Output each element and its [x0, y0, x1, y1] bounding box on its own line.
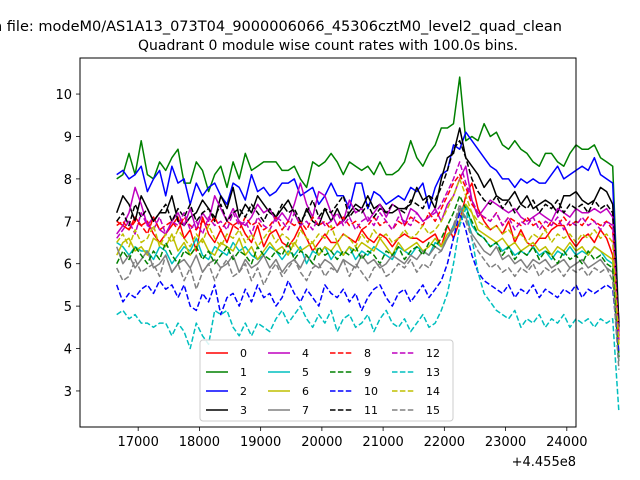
legend-label-15: 15 [426, 404, 440, 417]
series-line-14 [116, 178, 620, 345]
series-lines [115, 76, 620, 413]
series-line-11 [116, 139, 620, 328]
legend-label-10: 10 [364, 385, 378, 398]
series-line-1 [116, 76, 620, 328]
legend-label-0: 0 [240, 347, 247, 360]
series-line-13 [116, 207, 620, 413]
legend-label-7: 7 [302, 404, 309, 417]
y-tick-label: 7 [64, 215, 72, 230]
legend-label-3: 3 [240, 404, 247, 417]
x-tick-label: 21000 [362, 435, 403, 450]
legend-label-6: 6 [302, 385, 309, 398]
series-line-9 [116, 195, 620, 358]
y-tick-label: 8 [64, 173, 72, 188]
x-tick-label: 22000 [424, 435, 465, 450]
series-line-6 [116, 203, 620, 353]
plot-area: 17000 18000 19000 20000 21000 22000 23000 24000… [55, 57, 620, 450]
y-tick-label: 9 [64, 130, 72, 145]
legend-label-13: 13 [426, 366, 440, 379]
axes-frame [79, 57, 577, 428]
legend-label-8: 8 [364, 347, 371, 360]
series-line-4 [116, 165, 620, 336]
figure-suptitle: n file: modeM0/AS1A13_073T04_9000006066_… [0, 19, 562, 35]
y-tick-label: 5 [64, 300, 72, 315]
legend-label-14: 14 [426, 385, 440, 398]
x-tick-label: 17000 [117, 435, 158, 450]
series-line-12 [116, 161, 620, 341]
legend-label-9: 9 [364, 366, 371, 379]
y-tick-label: 4 [64, 343, 72, 358]
legend-label-11: 11 [364, 404, 378, 417]
x-axis-offset-label: +4.455e8 [512, 455, 576, 470]
legend-label-12: 12 [426, 347, 440, 360]
legend-frame [199, 339, 454, 422]
series-line-7 [115, 207, 620, 362]
series-line-3 [115, 127, 620, 324]
legend-label-5: 5 [302, 366, 309, 379]
y-tick-label: 3 [64, 385, 72, 400]
x-tick-label: 19000 [240, 435, 281, 450]
chart-title: Quadrant 0 module wise count rates with … [138, 38, 518, 54]
legend-label-2: 2 [240, 385, 247, 398]
x-tick-label: 18000 [179, 435, 220, 450]
legend-label-4: 4 [302, 347, 309, 360]
x-axis-ticks: 17000 18000 19000 20000 21000 22000 23000 24000 [117, 427, 587, 450]
x-tick-label: 24000 [546, 435, 587, 450]
x-tick-label: 23000 [485, 435, 526, 450]
y-tick-label: 6 [64, 258, 72, 273]
series-line-15 [116, 203, 620, 370]
series-line-8 [116, 173, 620, 336]
series-line-2 [116, 131, 620, 332]
y-axis-ticks: 3 4 5 6 7 8 9 10 [55, 88, 80, 400]
series-line-10 [115, 212, 620, 353]
y-tick-label: 10 [55, 88, 72, 103]
x-tick-label: 20000 [301, 435, 342, 450]
legend-label-1: 1 [240, 366, 247, 379]
